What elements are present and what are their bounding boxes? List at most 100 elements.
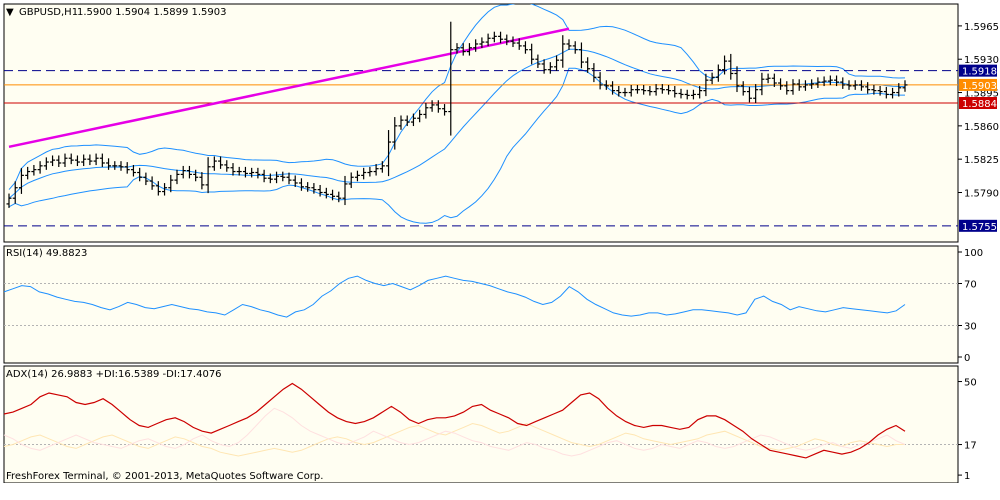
price-bar [292,175,298,187]
price-bar [622,87,628,97]
rsi-panel[interactable]: 100 70 30 0 [3,248,983,364]
price-bar [473,39,479,52]
price-bar [249,167,255,178]
price-bar [529,43,535,65]
price-bar [354,170,360,182]
price-bar [522,41,528,54]
price-bar [778,78,784,90]
price-bar [865,82,871,94]
price-bar [896,83,902,97]
price-bar [298,178,304,191]
price-bar [336,191,342,203]
price-bar [784,81,790,95]
price-tick-label: 1.5790 [964,188,999,199]
price-bar [392,117,398,150]
price-bar [236,166,242,176]
price-bar [491,31,497,43]
price-bar [6,193,12,208]
price-bar [709,72,715,85]
price-bar [634,85,640,94]
rsi-title: RSI(14) 49.8823 [6,248,87,259]
price-bar [118,161,124,171]
price-tick-label: 1.5860 [964,122,999,133]
price-bar [124,162,130,174]
chart-dropdown-icon[interactable]: ▼ [6,7,14,18]
price-bar [603,80,609,90]
price-bar [821,76,827,87]
price-bar [305,182,311,192]
price-bar [361,167,367,180]
rsi-panel-background [3,245,959,364]
price-bar [678,88,684,99]
price-bar [323,187,329,199]
price-bar [367,166,373,177]
price-bar [560,35,566,68]
adx-line [3,382,906,459]
price-bar [591,63,597,83]
price-bar [883,86,889,99]
price-bar [877,85,883,96]
price-bar [703,73,709,97]
price-bar [597,72,603,90]
price-bar [585,57,591,73]
price-bar [647,85,653,96]
price-bar [840,77,846,89]
price-bar [672,85,678,98]
price-bar [460,43,466,56]
price-bar [211,156,217,171]
price-bar [255,167,261,179]
price-bar [12,181,18,204]
adx-tick-label: 1 [964,471,970,482]
adx-panel[interactable]: 50 17 1 [3,378,977,483]
price-bar [417,109,423,123]
level-label-box [959,64,997,77]
rsi-tick-label: 70 [964,280,977,291]
price-bar [628,85,634,97]
level-label: 1.5918 [962,67,997,78]
price-bar [448,21,454,136]
level-label: 1.5903 [962,81,997,92]
price-bar [834,75,840,87]
price-bar [715,64,721,82]
price-bar [373,164,379,176]
price-bar [653,84,659,96]
price-bar [510,36,516,48]
price-bar [143,172,149,186]
price-bar [846,80,852,90]
price-bar [50,155,56,167]
price-bar [815,77,821,88]
price-bar [280,171,286,182]
price-bar [771,73,777,88]
price-bar [267,173,273,184]
price-bar [261,169,267,183]
price-bar [690,89,696,100]
level-label: 1.5884 [962,99,997,110]
price-bar [112,161,118,170]
main-panel-background [3,3,959,243]
price-bar [162,183,168,196]
price-panel[interactable]: 1.5965 1.5930 1.5895 1.5860 1.5825 1.5790 1.59… [4,2,999,233]
price-bar [423,102,429,119]
rsi-tick-label: 30 [964,322,977,333]
price-bar [802,80,808,91]
price-bar [398,115,404,130]
price-bar [697,85,703,99]
price-bar [852,80,858,90]
price-tick-label: 1.5895 [964,89,999,100]
price-bar [728,53,734,80]
price-bar [205,157,211,194]
adx-tick-label: 50 [964,378,977,389]
price-bar [902,80,908,92]
price-bar [62,153,68,167]
price-bar [317,184,323,197]
price-bar [186,165,192,179]
price-bar [684,89,690,100]
price-bar [410,113,416,127]
price-bar [541,59,547,74]
price-bar [68,153,74,165]
rsi-tick-label: 100 [964,248,983,259]
price-bar [37,161,43,174]
price-bar [230,163,236,176]
